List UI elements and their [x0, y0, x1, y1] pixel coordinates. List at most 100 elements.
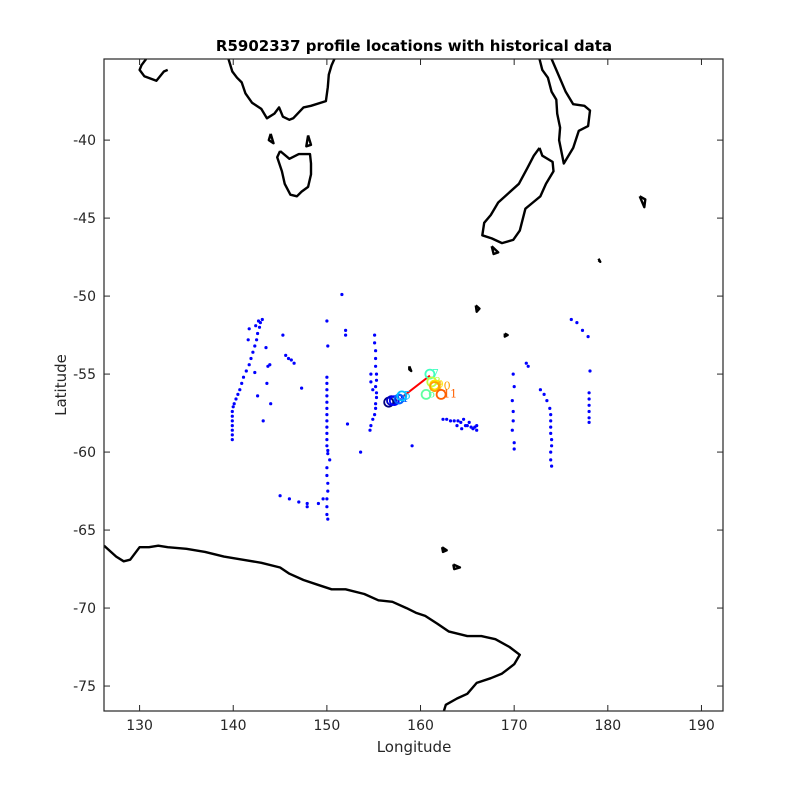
coastline-2: [267, 133, 275, 145]
x-tick-label: 130: [126, 718, 153, 734]
historical-point-139: [569, 317, 573, 322]
historical-point-1: [230, 433, 234, 437]
historical-point-56: [325, 406, 329, 410]
y-tick-label: -70: [73, 601, 96, 617]
historical-point-23: [260, 317, 264, 322]
historical-point-58: [325, 419, 329, 423]
historical-point-20: [256, 331, 260, 336]
ticks-layer: 130 140 150 160 170 180 190 -40 -45 -50 -55 -60 -65 -…: [73, 59, 723, 734]
historical-point-36: [281, 333, 285, 337]
profile-marker-10: [429, 381, 441, 393]
profile-track-line: [403, 374, 431, 397]
axes-box: [103, 58, 724, 712]
historical-point-45: [305, 501, 309, 506]
profile-marker-4: [393, 393, 405, 405]
historical-point-85: [374, 378, 379, 382]
profile-marker-3: [388, 395, 400, 407]
historical-point-72: [325, 512, 329, 517]
historical-point-52: [325, 381, 329, 385]
historical-point-51: [325, 375, 329, 379]
historical-point-115: [460, 427, 464, 431]
historical-point-34: [261, 419, 265, 423]
profile-label-11: 11: [443, 387, 457, 400]
historical-point-138: [550, 464, 554, 468]
historical-point-74: [340, 292, 344, 297]
historical-point-35: [269, 402, 273, 406]
coastline-15: [104, 544, 521, 711]
historical-point-103: [456, 419, 460, 423]
historical-point-28: [264, 346, 268, 350]
historical-point-121: [510, 428, 514, 432]
chart-title: R5902337 profile locations with historic…: [216, 37, 612, 55]
coastline-3: [305, 135, 313, 148]
historical-point-142: [586, 335, 590, 339]
historical-point-147: [587, 409, 591, 414]
historical-point-60: [325, 431, 329, 435]
historical-point-47: [316, 501, 320, 506]
profile-marker-6: [420, 388, 432, 400]
historical-point-31: [253, 370, 257, 375]
historical-point-84: [374, 372, 379, 376]
coastline-11: [503, 332, 509, 338]
y-axis-label: Latitude: [52, 354, 70, 416]
historical-point-17: [251, 350, 255, 354]
historical-point-120: [511, 419, 515, 423]
historical-point-71: [325, 505, 329, 509]
x-tick-label: 170: [501, 718, 528, 734]
historical-point-86: [374, 385, 378, 389]
historical-point-81: [374, 349, 378, 353]
historical-point-19: [255, 338, 259, 342]
historical-point-127: [542, 392, 546, 396]
historical-point-91: [373, 413, 377, 417]
historical-point-135: [550, 444, 554, 448]
historical-point-18: [253, 344, 257, 348]
historical-point-38: [286, 356, 291, 361]
historical-point-50: [326, 344, 330, 348]
historical-point-87: [374, 391, 379, 395]
historical-point-80: [373, 341, 377, 345]
historical-point-65: [328, 458, 332, 462]
profile-label-2: 2: [394, 394, 401, 407]
historical-point-4: [230, 419, 234, 423]
historical-point-90: [374, 406, 378, 410]
historical-point-118: [510, 399, 514, 403]
coastline-12: [408, 365, 413, 373]
historical-point-33: [256, 394, 260, 398]
coastline-13: [440, 546, 448, 554]
historical-point-122: [512, 441, 516, 445]
historical-point-107: [465, 424, 469, 428]
historical-point-88: [374, 395, 379, 400]
historical-point-79: [373, 333, 377, 337]
historical-point-49: [325, 319, 329, 323]
historical-point-144: [587, 391, 591, 395]
historical-point-96: [369, 380, 373, 384]
historical-point-99: [441, 417, 445, 421]
historical-point-15: [247, 363, 251, 367]
historical-point-105: [462, 417, 466, 421]
x-tick-label: 150: [314, 718, 341, 734]
profile-label-5: 5: [404, 389, 411, 402]
historical-point-94: [368, 428, 372, 432]
historical-point-24: [256, 319, 261, 323]
y-tick-label: -45: [73, 211, 96, 227]
historical-point-41: [300, 386, 304, 390]
historical-point-0: [230, 438, 234, 442]
historical-point-3: [230, 424, 234, 428]
historical-point-108: [467, 420, 471, 424]
historical-point-46: [305, 505, 309, 509]
historical-point-131: [549, 419, 553, 423]
coastline-0: [138, 59, 169, 82]
x-tick-label: 180: [594, 718, 621, 734]
profile-marker-11: [435, 388, 447, 400]
historical-point-93: [369, 424, 373, 428]
x-tick-label: 190: [688, 718, 715, 734]
profile-label-7: 7: [432, 367, 439, 380]
y-tick-label: -65: [73, 523, 96, 539]
historical-point-89: [374, 402, 378, 406]
historical-point-12: [240, 381, 244, 385]
coastline-14: [452, 563, 462, 571]
historical-point-125: [526, 364, 530, 368]
coastline-1: [227, 59, 336, 121]
coastline-layer: [104, 59, 647, 711]
